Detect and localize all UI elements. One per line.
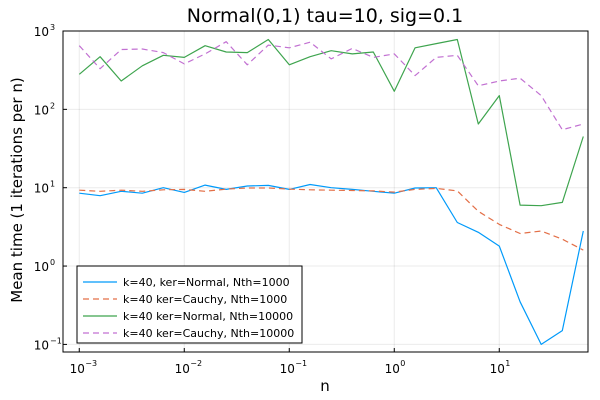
series-line-4 bbox=[78, 41, 584, 131]
legend: k=40, ker=Normal, Nth=1000 k=40 ker=Cauch… bbox=[76, 265, 303, 344]
tick-layer: 10 −3 10 −2 10 −1 10 0 10 110 −110 010 110 210 3 bbox=[34, 23, 511, 376]
x-tick-label: 10 bbox=[175, 362, 190, 376]
legend-box bbox=[76, 265, 303, 344]
series-line-1 bbox=[79, 183, 584, 345]
y-tick-label: 10 bbox=[34, 182, 49, 196]
x-axis-label: n bbox=[320, 377, 330, 395]
x-tick-label: 10 bbox=[490, 362, 505, 376]
series-line-2 bbox=[79, 187, 584, 251]
x-tick-exponent: −2 bbox=[190, 359, 202, 368]
x-tick-label: 10 bbox=[280, 362, 295, 376]
y-tick-exponent: 3 bbox=[50, 23, 55, 32]
x-tick-exponent: 0 bbox=[400, 359, 405, 368]
y-tick-exponent: 0 bbox=[50, 258, 55, 267]
plot-frame bbox=[62, 30, 589, 353]
y-tick-label: 10 bbox=[34, 260, 49, 274]
y-tick-exponent: −1 bbox=[50, 336, 62, 345]
x-tick-exponent: 1 bbox=[505, 359, 510, 368]
x-tick-label: 10 bbox=[70, 362, 85, 376]
x-tick-label: 10 bbox=[385, 362, 400, 376]
y-tick-label: 10 bbox=[34, 103, 49, 117]
y-axis-label: Mean time (1 iterations per n) bbox=[8, 77, 26, 302]
legend-label: k=40 ker=Cauchy, Nth=10000 bbox=[123, 327, 294, 340]
y-tick-exponent: 1 bbox=[50, 180, 55, 189]
chart-title: Normal(0,1) tau=10, sig=0.1 bbox=[187, 5, 464, 27]
y-tick-exponent: 2 bbox=[50, 101, 55, 110]
series-line-3 bbox=[78, 38, 584, 207]
legend-label: k=40, ker=Normal, Nth=1000 bbox=[123, 276, 290, 289]
x-tick-exponent: −3 bbox=[85, 359, 97, 368]
legend-label: k=40 ker=Normal, Nth=10000 bbox=[123, 310, 293, 323]
y-tick-label: 10 bbox=[34, 25, 49, 39]
y-tick-label: 10 bbox=[34, 338, 49, 352]
legend-label: k=40 ker=Cauchy, Nth=1000 bbox=[123, 293, 287, 306]
series-layer bbox=[78, 38, 584, 345]
x-tick-exponent: −1 bbox=[295, 359, 307, 368]
